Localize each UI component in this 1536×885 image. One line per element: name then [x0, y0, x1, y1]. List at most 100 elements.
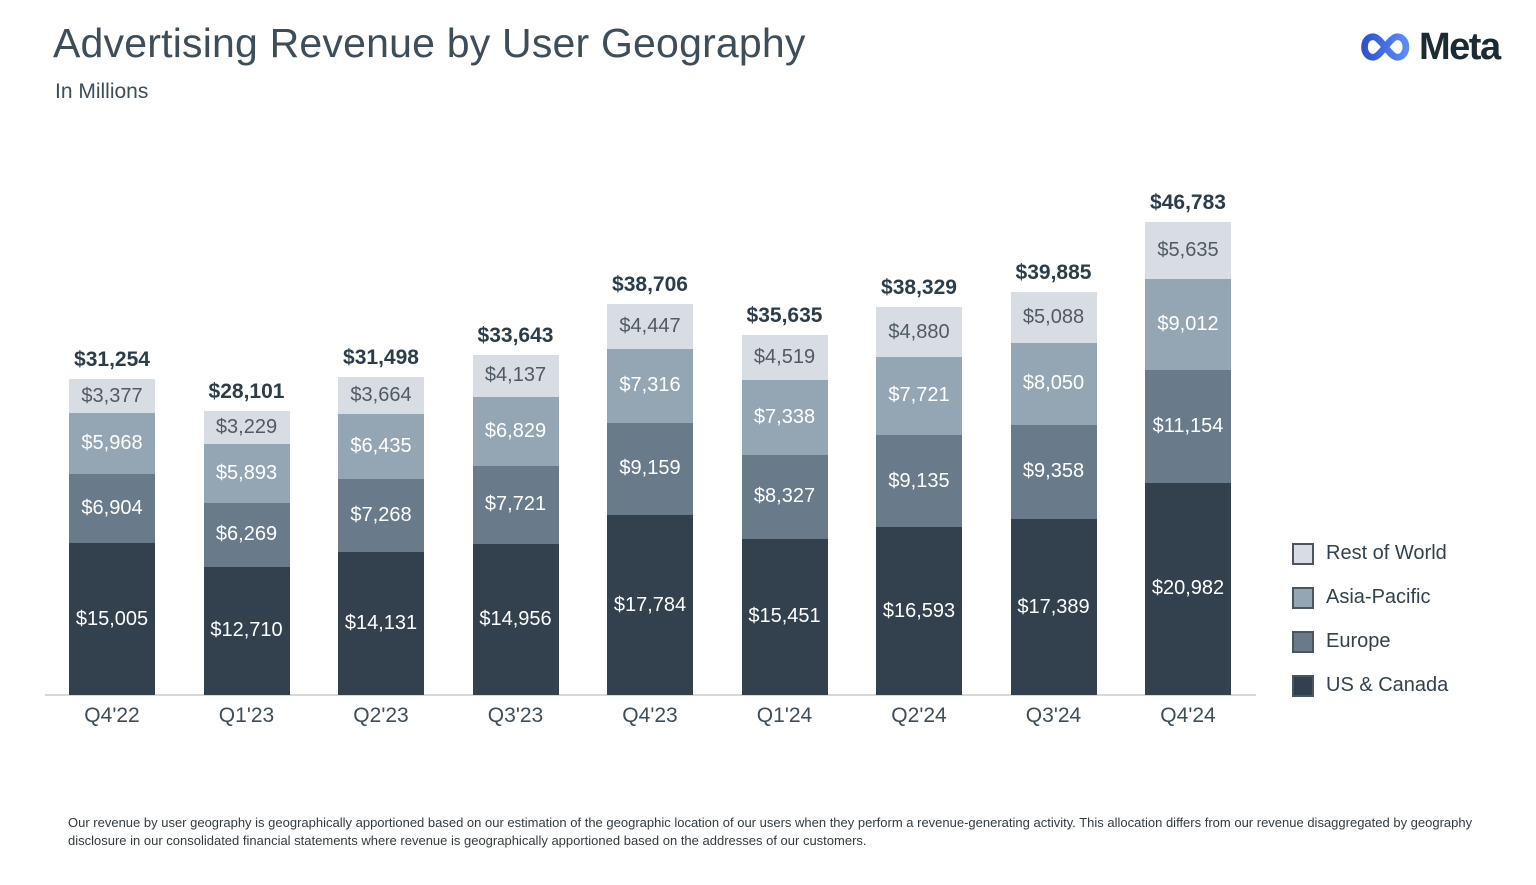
bar-segment-us-canada: $14,131 — [338, 552, 424, 695]
x-axis-label: Q2'23 — [353, 704, 409, 727]
bar-segment-rest-of-world: $4,447 — [607, 303, 693, 349]
bar-segment-europe: $9,358 — [1010, 424, 1097, 520]
chart-footnote: Our revenue by user geography is geograp… — [68, 815, 1473, 849]
bar-segment-asia-pacific: $9,012 — [1145, 279, 1231, 371]
bar-column-q4-24: $5,635 $9,012 $11,154 $20,982 $46,783 Q4'24 — [1145, 191, 1231, 727]
bar-segment-us-canada: $15,005 — [69, 543, 155, 695]
bar-total-label: $38,329 — [881, 276, 957, 300]
bar-segment-rest-of-world: $3,664 — [338, 376, 424, 414]
segment-value-label: $9,159 — [619, 457, 681, 480]
x-axis-label: Q1'24 — [756, 704, 813, 727]
bar-segment-europe: $11,154 — [1145, 370, 1231, 483]
segment-value-label: $6,904 — [81, 496, 143, 519]
legend-item-asia-pacific: Asia-Pacific — [1292, 586, 1448, 609]
legend-swatch — [1292, 542, 1314, 565]
segment-value-label: $9,012 — [1157, 313, 1219, 336]
bar-total-label: $31,498 — [343, 345, 419, 369]
segment-value-label: $6,829 — [484, 419, 547, 442]
bar-segment-asia-pacific: $7,338 — [741, 380, 828, 455]
bar-total-label: $28,101 — [208, 379, 285, 403]
x-axis-label: Q4'24 — [1160, 704, 1216, 727]
bar-segment-asia-pacific: $6,829 — [472, 396, 559, 466]
bar-segment-rest-of-world: $5,635 — [1145, 222, 1231, 280]
meta-infinity-icon — [1361, 33, 1410, 61]
segment-value-label: $8,327 — [753, 485, 816, 508]
legend-label: US & Canada — [1326, 674, 1449, 696]
legend-label: Rest of World — [1326, 542, 1447, 564]
bar-total-label: $31,254 — [74, 348, 150, 372]
segment-value-label: $11,154 — [1152, 415, 1224, 437]
bar-segment-europe: $8,327 — [741, 454, 828, 539]
bar-total-label: $46,783 — [1150, 191, 1226, 215]
segment-value-label: $7,721 — [888, 384, 950, 407]
segment-value-label: $7,721 — [484, 493, 547, 516]
legend-swatch — [1292, 630, 1314, 653]
bar-segment-europe: $9,135 — [876, 434, 962, 528]
bar-segment-us-canada: $15,451 — [741, 538, 828, 695]
segment-value-label: $8,050 — [1022, 372, 1085, 395]
bar-segment-asia-pacific: $8,050 — [1010, 343, 1097, 425]
legend-label: Europe — [1326, 630, 1391, 652]
segment-value-label: $3,229 — [215, 415, 278, 438]
x-axis-label: Q3'24 — [1025, 704, 1082, 727]
meta-logo: Meta — [1358, 24, 1501, 70]
segment-value-label: $4,880 — [888, 320, 950, 343]
legend-swatch — [1292, 674, 1314, 697]
x-axis-label: Q1'23 — [218, 704, 275, 727]
segment-value-label: $12,710 — [210, 619, 283, 642]
bar-total-label: $33,643 — [477, 323, 554, 347]
segment-value-label: $5,635 — [1157, 239, 1219, 262]
segment-value-label: $4,519 — [753, 346, 816, 369]
bar-segment-rest-of-world: $4,519 — [741, 334, 828, 381]
bar-segment-europe: $6,904 — [69, 473, 155, 544]
bar-segment-asia-pacific: $6,435 — [338, 413, 424, 479]
bar-segment-us-canada: $17,784 — [607, 515, 693, 695]
bar-segment-asia-pacific: $5,893 — [203, 443, 290, 504]
legend-item-rest-of-world: Rest of World — [1292, 542, 1448, 565]
legend-label: Asia-Pacific — [1326, 586, 1431, 608]
segment-value-label: $7,268 — [350, 503, 412, 526]
segment-value-label: $20,982 — [1151, 577, 1225, 600]
bar-segment-asia-pacific: $7,721 — [876, 356, 962, 435]
segment-value-label: $7,338 — [753, 406, 816, 429]
bar-segment-us-canada: $20,982 — [1145, 482, 1231, 695]
bar-column-q2-23: $3,664 $6,435 $7,268 $14,131 $31,498 Q2'23 — [338, 346, 424, 727]
segment-value-label: $15,005 — [75, 607, 149, 630]
bar-segment-rest-of-world: $3,377 — [69, 379, 155, 414]
segment-value-label: $7,316 — [619, 374, 681, 397]
bar-column-q4-22: $3,377 $5,968 $6,904 $15,005 $31,254 Q4'22 — [69, 348, 155, 727]
segment-value-label: $5,893 — [215, 461, 278, 484]
bar-segment-rest-of-world: $3,229 — [203, 410, 290, 444]
bar-segment-asia-pacific: $7,316 — [607, 348, 693, 423]
segment-value-label: $5,968 — [81, 431, 143, 454]
bar-total-label: $35,635 — [746, 303, 823, 327]
legend-swatch — [1292, 586, 1314, 609]
segment-value-label: $6,269 — [215, 523, 278, 546]
bar-segment-europe: $7,268 — [338, 478, 424, 553]
x-axis-label: Q3'23 — [487, 704, 544, 727]
x-axis-label: Q4'23 — [622, 704, 678, 727]
segment-value-label: $5,088 — [1022, 306, 1085, 329]
bar-segment-us-canada: $16,593 — [876, 527, 962, 695]
bar-total-label: $39,885 — [1015, 260, 1092, 284]
x-axis-line — [45, 694, 1256, 696]
segment-value-label: $15,451 — [748, 605, 821, 628]
bar-segment-europe: $7,721 — [472, 465, 559, 544]
segment-value-label: $16,593 — [882, 599, 956, 622]
x-axis-label: Q4'22 — [84, 704, 140, 727]
segment-value-label: $14,956 — [479, 607, 552, 630]
segment-value-label: $17,389 — [1017, 595, 1090, 618]
page-title: Advertising Revenue by User Geography — [53, 20, 806, 66]
legend-item-us-canada: US & Canada — [1292, 674, 1448, 697]
meta-logo-wordmark: Meta — [1419, 25, 1501, 68]
bar-segment-europe: $9,159 — [607, 422, 693, 516]
bar-segment-us-canada: $14,956 — [472, 543, 559, 695]
segment-value-label: $14,131 — [344, 612, 418, 635]
chart-legend: Rest of World Asia-Pacific Europe US & Cana… — [1292, 542, 1448, 697]
bar-column-q3-23: $4,137 $6,829 $7,721 $14,956 $33,643 Q3'23 — [472, 324, 559, 727]
bar-column-q4-23: $4,447 $7,316 $9,159 $17,784 $38,706 Q4'23 — [607, 273, 693, 727]
bar-total-label: $38,706 — [612, 272, 688, 296]
page-subtitle: In Millions — [55, 80, 149, 103]
x-axis-label: Q2'24 — [891, 704, 947, 727]
bar-segment-us-canada: $17,389 — [1010, 519, 1097, 695]
